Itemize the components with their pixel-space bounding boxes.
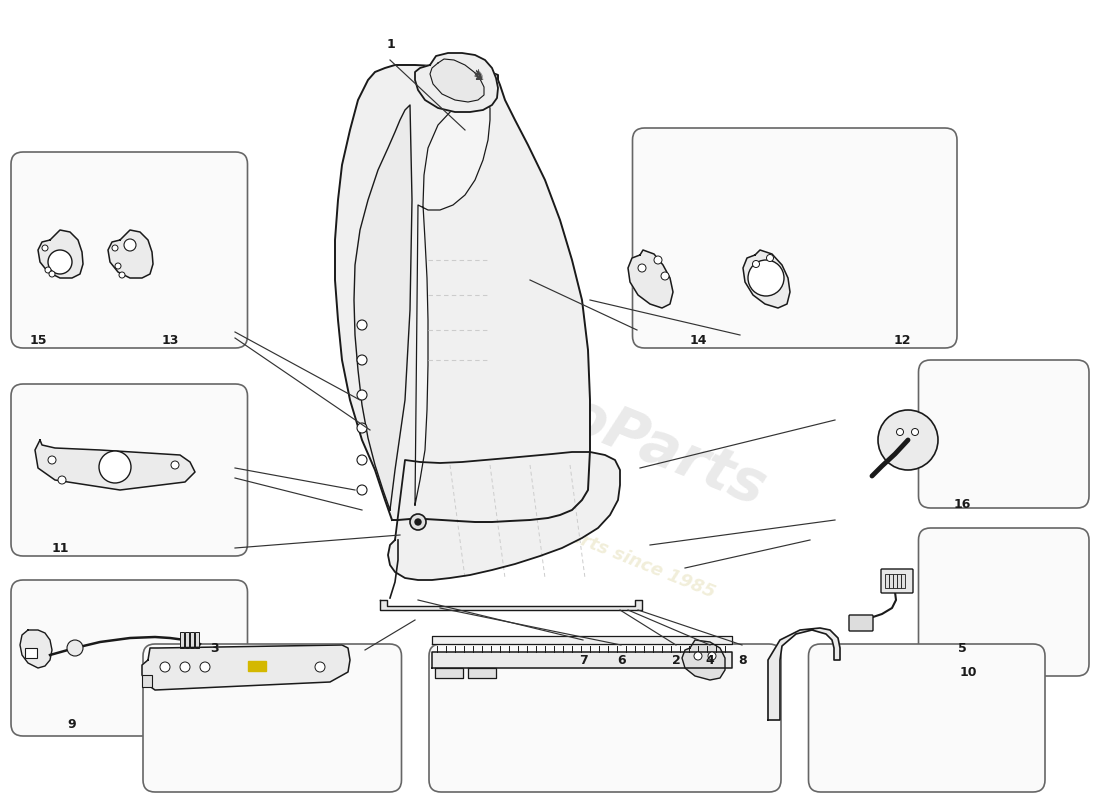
Polygon shape: [768, 628, 840, 720]
Polygon shape: [682, 640, 725, 680]
Text: 11: 11: [52, 542, 69, 554]
Circle shape: [45, 267, 51, 273]
Polygon shape: [142, 645, 350, 690]
Text: 6: 6: [617, 654, 626, 666]
Circle shape: [694, 652, 702, 660]
Text: ♞: ♞: [471, 67, 485, 82]
FancyBboxPatch shape: [429, 644, 781, 792]
FancyBboxPatch shape: [632, 128, 957, 348]
Circle shape: [42, 245, 48, 251]
FancyBboxPatch shape: [11, 384, 248, 556]
Circle shape: [124, 239, 136, 251]
Circle shape: [878, 410, 938, 470]
Text: euroParts: euroParts: [458, 346, 774, 518]
Circle shape: [112, 245, 118, 251]
Text: 1: 1: [386, 38, 395, 50]
Circle shape: [661, 272, 669, 280]
Polygon shape: [628, 250, 673, 308]
Bar: [25, 648, 37, 658]
Circle shape: [119, 272, 125, 278]
Bar: [190, 632, 194, 648]
Circle shape: [160, 662, 170, 672]
Circle shape: [48, 250, 72, 274]
FancyBboxPatch shape: [143, 644, 402, 792]
Circle shape: [638, 264, 646, 272]
Polygon shape: [108, 230, 153, 278]
Text: 12: 12: [893, 334, 911, 346]
Text: 5: 5: [958, 642, 967, 654]
Circle shape: [180, 662, 190, 672]
Circle shape: [708, 652, 716, 660]
Polygon shape: [35, 440, 195, 490]
FancyBboxPatch shape: [11, 580, 248, 736]
Text: 13: 13: [162, 334, 179, 346]
Bar: [893, 574, 896, 588]
Polygon shape: [39, 230, 82, 278]
Circle shape: [896, 429, 903, 435]
Circle shape: [410, 514, 426, 530]
Bar: [248, 661, 266, 671]
Bar: [185, 632, 189, 648]
Polygon shape: [354, 105, 412, 510]
Polygon shape: [379, 600, 642, 610]
Text: 14: 14: [690, 334, 707, 346]
Circle shape: [48, 456, 56, 464]
Circle shape: [654, 256, 662, 264]
FancyBboxPatch shape: [11, 152, 248, 348]
Circle shape: [358, 423, 367, 433]
Polygon shape: [415, 102, 490, 505]
Circle shape: [67, 640, 82, 656]
Circle shape: [50, 271, 55, 277]
Polygon shape: [432, 636, 732, 644]
Circle shape: [415, 519, 421, 525]
Bar: [142, 675, 152, 687]
Circle shape: [99, 451, 131, 483]
Circle shape: [752, 261, 759, 267]
Text: 15: 15: [30, 334, 47, 346]
Text: 4: 4: [705, 654, 714, 666]
Polygon shape: [434, 668, 463, 678]
Circle shape: [170, 461, 179, 469]
Circle shape: [358, 320, 367, 330]
Text: 3: 3: [210, 642, 219, 654]
Text: 9: 9: [67, 718, 76, 730]
FancyBboxPatch shape: [918, 360, 1089, 508]
Polygon shape: [468, 668, 496, 678]
Bar: [886, 574, 889, 588]
Bar: [901, 574, 905, 588]
Bar: [889, 574, 893, 588]
Polygon shape: [388, 452, 620, 580]
Text: 7: 7: [579, 654, 587, 666]
Text: 10: 10: [959, 666, 977, 678]
Polygon shape: [432, 652, 732, 668]
Circle shape: [200, 662, 210, 672]
Polygon shape: [336, 65, 590, 522]
Text: a passion for parts since 1985: a passion for parts since 1985: [427, 470, 717, 602]
Text: 2: 2: [672, 654, 681, 666]
Circle shape: [358, 455, 367, 465]
Text: 8: 8: [738, 654, 747, 666]
Polygon shape: [742, 250, 790, 308]
Bar: [896, 574, 901, 588]
Polygon shape: [20, 630, 52, 668]
Bar: [180, 632, 184, 648]
FancyBboxPatch shape: [808, 644, 1045, 792]
FancyBboxPatch shape: [881, 569, 913, 593]
Circle shape: [748, 260, 784, 296]
Circle shape: [116, 263, 121, 269]
Polygon shape: [430, 59, 484, 102]
Circle shape: [912, 429, 918, 435]
Polygon shape: [415, 53, 498, 112]
Text: 16: 16: [954, 498, 971, 510]
FancyBboxPatch shape: [918, 528, 1089, 676]
Circle shape: [58, 476, 66, 484]
Circle shape: [358, 390, 367, 400]
Circle shape: [358, 485, 367, 495]
Circle shape: [767, 254, 773, 262]
Circle shape: [315, 662, 324, 672]
Circle shape: [358, 355, 367, 365]
Bar: [195, 632, 199, 648]
FancyBboxPatch shape: [849, 615, 873, 631]
